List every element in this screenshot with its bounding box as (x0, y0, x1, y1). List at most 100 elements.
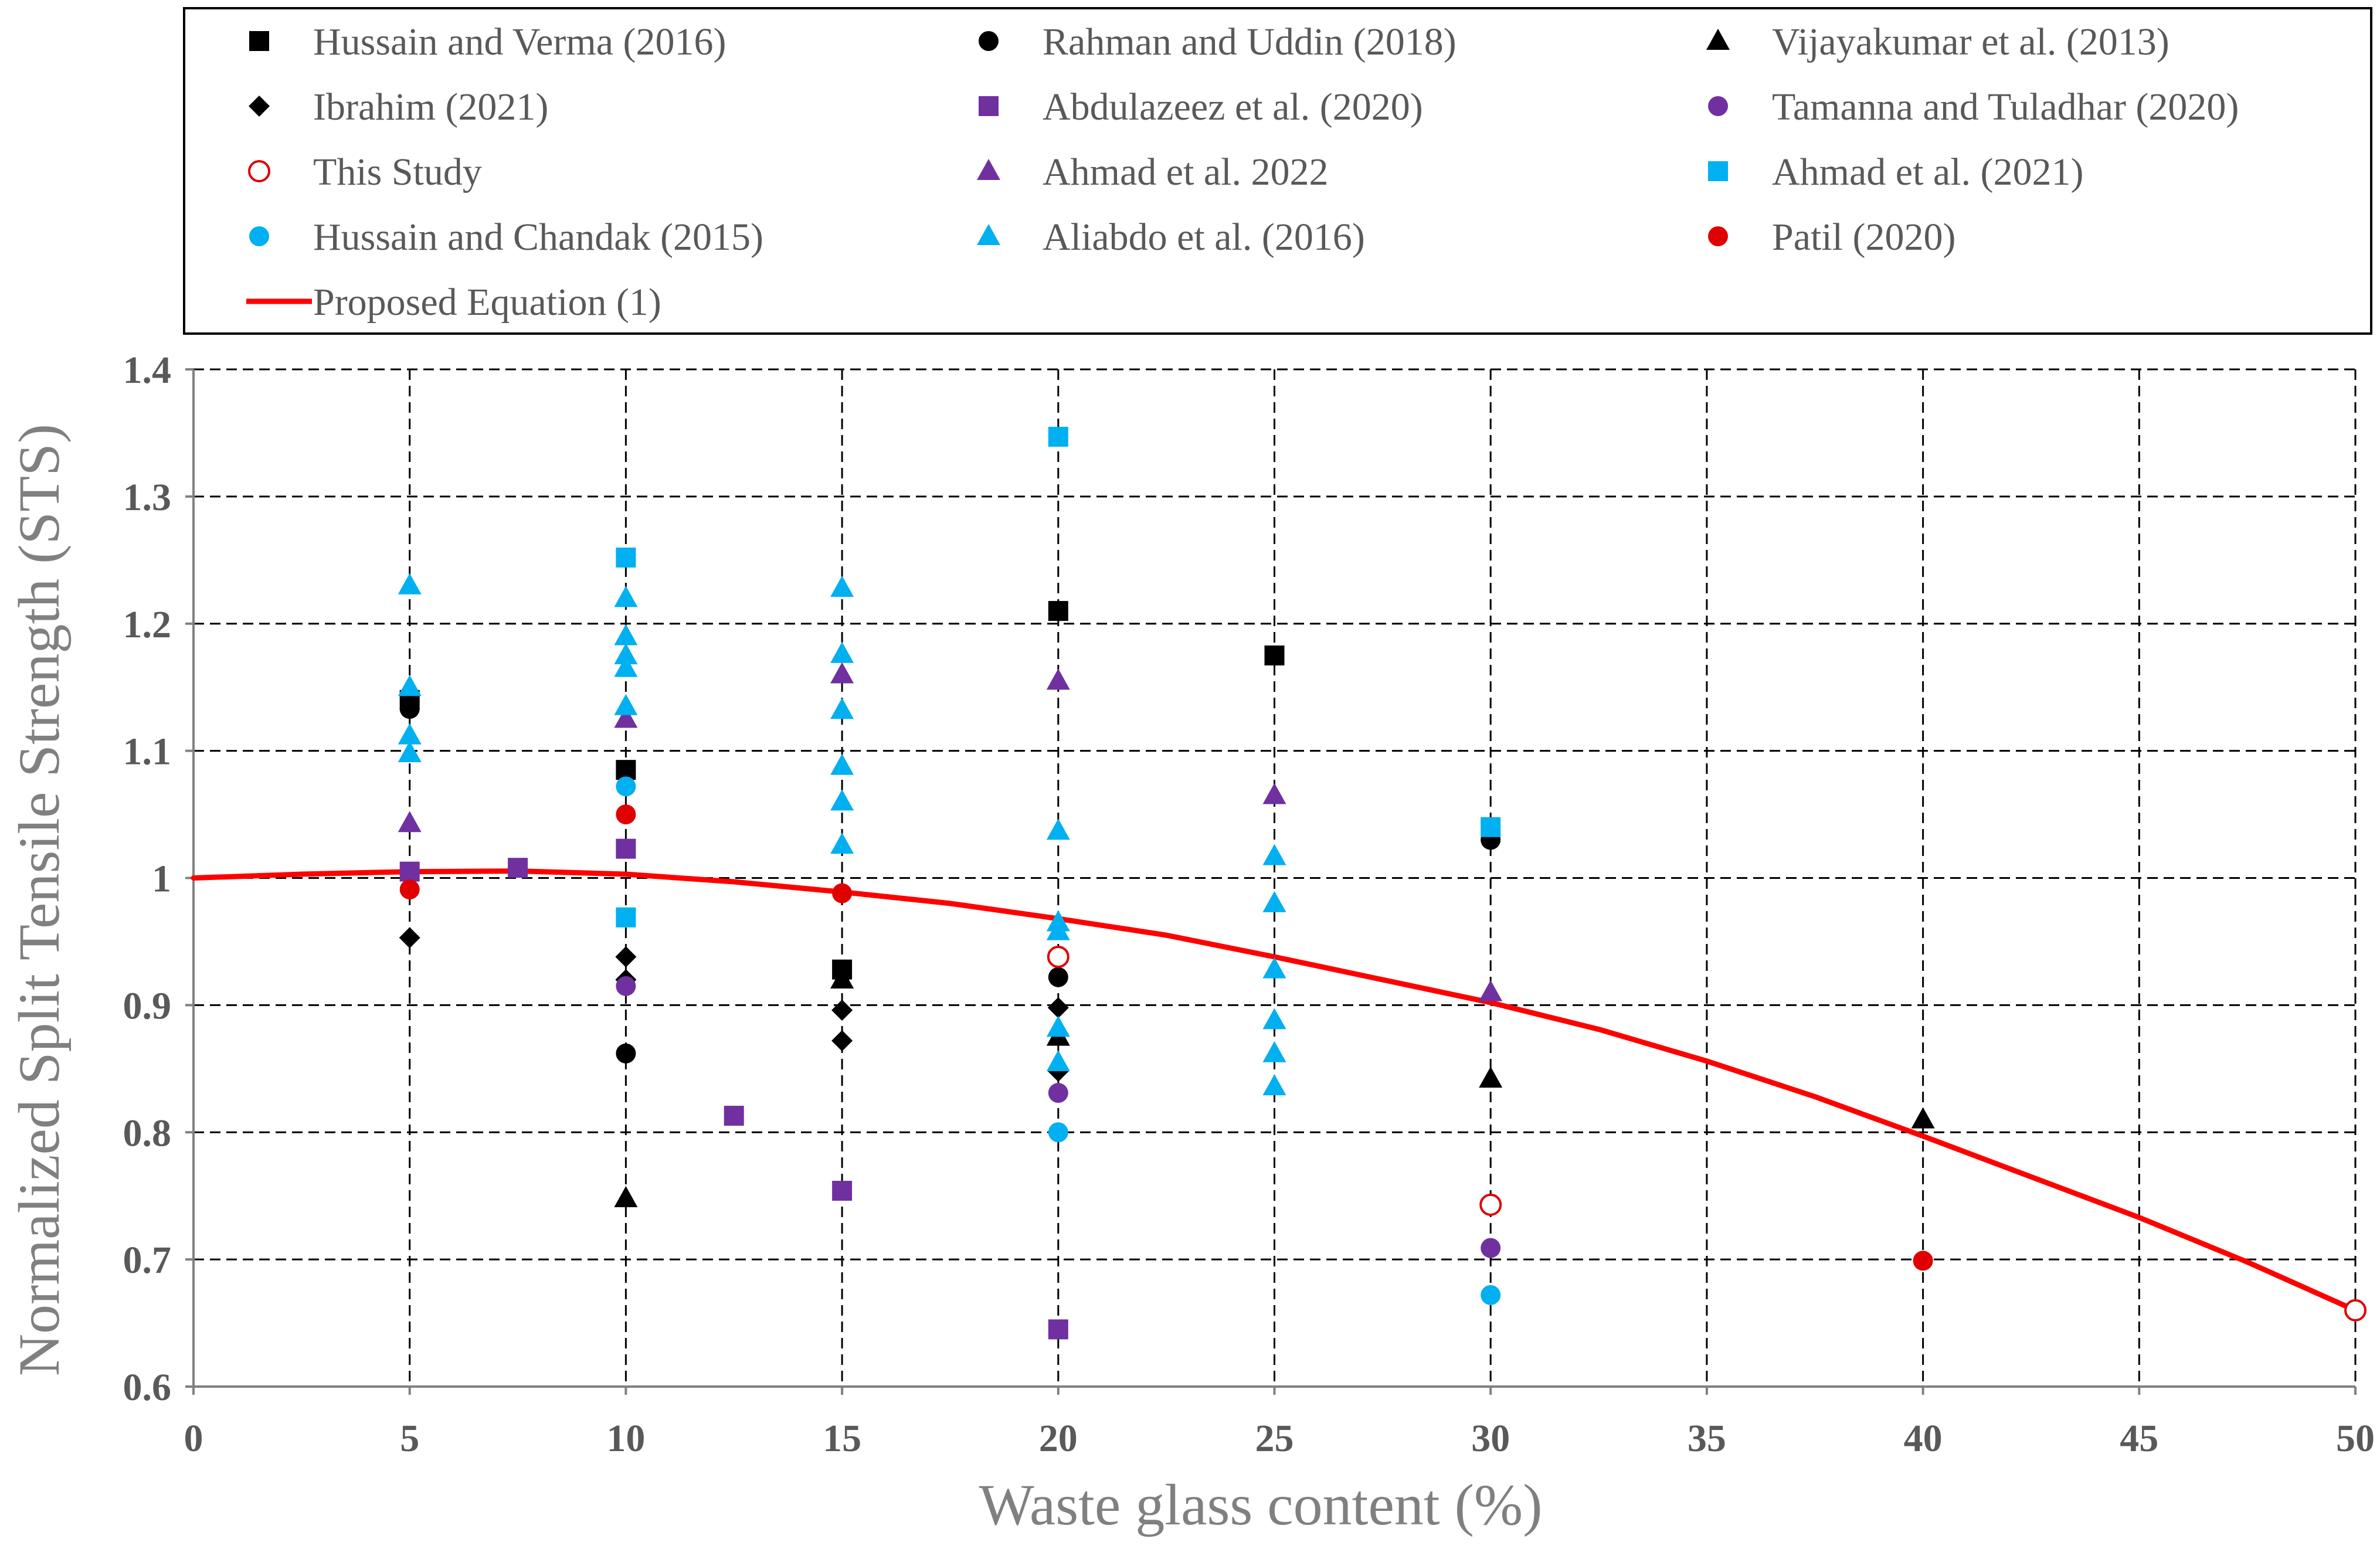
y-tick-label-1.2: 1.2 (123, 603, 172, 646)
data-point (616, 776, 636, 797)
legend-label-ahmad-et-al-2022: Ahmad et al. 2022 (1043, 151, 1329, 193)
series-ahmad-et-al-2021 (616, 426, 1501, 928)
data-point (832, 1181, 853, 1201)
x-tick-label-0: 0 (184, 1417, 203, 1460)
data-point (1481, 1285, 1501, 1305)
data-point (508, 858, 528, 878)
series-abdulazeez-et-al-2020 (399, 838, 1068, 1340)
data-point (616, 976, 636, 996)
y-tick-label-0.8: 0.8 (123, 1112, 172, 1154)
y-tick-label-0.6: 0.6 (123, 1366, 172, 1409)
data-point (830, 576, 854, 597)
data-point (1046, 919, 1070, 940)
data-point (1046, 668, 1070, 690)
legend-label-aliabdo-et-al-2016: Aliabdo et al. (2016) (1043, 216, 1365, 259)
x-tick-label-30: 30 (1471, 1417, 1510, 1460)
legend-marker-this-study (248, 160, 270, 182)
data-point (614, 706, 638, 728)
legend-marker-tamanna-and-tuladhar-2020 (1708, 96, 1728, 116)
series-patil-2020 (399, 804, 1933, 1271)
y-tick-label-1.4: 1.4 (123, 349, 172, 392)
data-point (1048, 1083, 1068, 1103)
data-point (1046, 818, 1070, 840)
data-point (616, 1043, 636, 1064)
data-point (398, 740, 422, 762)
data-point (1481, 817, 1501, 837)
legend-marker-hussain-and-chandak-2015 (249, 226, 269, 246)
x-tick-label-40: 40 (1904, 1417, 1943, 1460)
data-point (399, 699, 420, 719)
x-tick-label-5: 5 (400, 1417, 419, 1460)
axes: 0 5 10 15 20 25 30 35 40 45 50 0.6 0.7 0.8 0.9 1 1.1 1.2 1… (123, 349, 2375, 1460)
data-point (1262, 1074, 1286, 1096)
series-this-study (1047, 945, 2367, 1322)
data-point (614, 624, 638, 646)
legend-marker-rahman-and-uddin-2018 (979, 31, 999, 51)
data-point (399, 861, 420, 882)
x-axis-title: Waste glass content (%) (979, 1472, 1542, 1537)
x-tick-label-15: 15 (823, 1417, 861, 1460)
data-point (830, 698, 854, 719)
legend-marker-abdulazeez-et-al-2020 (979, 96, 999, 116)
legend-box (183, 7, 2372, 335)
x-tick-label-50: 50 (2336, 1417, 2375, 1460)
series-tamanna-and-tuladhar-2020 (616, 976, 1501, 1258)
series-vijayakumar-et-al-2013 (614, 967, 1935, 1208)
data-point (616, 838, 636, 859)
data-point (1911, 1107, 1935, 1129)
data-point (1913, 1251, 1933, 1271)
data-point (2344, 1299, 2367, 1322)
legend-label-proposed-equation: Proposed Equation (1) (313, 281, 661, 324)
data-point (614, 655, 638, 677)
legend-label-vijayakumar-et-al-2013: Vijayakumar et al. (2013) (1772, 21, 2169, 63)
data-point (614, 694, 638, 715)
grid (193, 368, 2357, 1387)
legend-marker-ibrahim-2021 (249, 96, 270, 117)
legend-label-tamanna-and-tuladhar-2020: Tamanna and Tuladhar (2020) (1772, 86, 2239, 128)
data-point (1048, 1122, 1068, 1143)
legend-label-ahmad-et-al-2021: Ahmad et al. (2021) (1772, 151, 2084, 193)
data-point (616, 907, 636, 928)
data-point (831, 1030, 853, 1052)
x-tick-label-35: 35 (1688, 1417, 1726, 1460)
y-tick-label-1.1: 1.1 (123, 731, 172, 773)
data-point (830, 789, 854, 811)
data-point (1048, 967, 1068, 987)
legend-marker-ahmad-et-al-2022 (977, 159, 1000, 180)
data-point (830, 662, 854, 684)
data-point (1262, 957, 1286, 979)
data-point (1047, 945, 1070, 968)
data-point (831, 1000, 853, 1021)
data-point (832, 883, 853, 903)
data-point (399, 879, 420, 900)
data-point (830, 753, 854, 775)
y-tick-label-0.7: 0.7 (123, 1239, 172, 1282)
data-point (1046, 1015, 1070, 1037)
data-point (398, 811, 422, 833)
legend-marker-hussain-and-verma-2016 (249, 31, 269, 51)
x-tick-label-10: 10 (606, 1417, 645, 1460)
data-point (1048, 426, 1068, 447)
data-point (1479, 1193, 1502, 1216)
legend-label-hussain-and-chandak-2015: Hussain and Chandak (2015) (313, 216, 763, 259)
y-tick-label-1: 1 (152, 858, 171, 901)
data-point (616, 804, 636, 825)
legend-label-hussain-and-verma-2016: Hussain and Verma (2016) (313, 21, 726, 63)
legend-label-this-study: This Study (313, 151, 482, 193)
data-point (724, 1106, 744, 1126)
x-tick-label-20: 20 (1039, 1417, 1078, 1460)
data-point (1047, 997, 1069, 1018)
data-point (398, 723, 422, 745)
y-tick-label-1.3: 1.3 (123, 476, 172, 519)
data-point (614, 643, 638, 664)
proposed-equation-line (191, 868, 2358, 1313)
data-point (614, 586, 638, 607)
legend-marker-aliabdo-et-al-2016 (977, 224, 1000, 245)
data-point (1479, 1066, 1503, 1088)
data-point (1262, 891, 1286, 912)
y-axis-title: Normalized Split Tensile Strength (STS) (6, 424, 72, 1376)
legend-label-abdulazeez-et-al-2020: Abdulazeez et al. (2020) (1043, 86, 1423, 128)
legend-label-ibrahim-2021: Ibrahim (2021) (313, 86, 548, 128)
